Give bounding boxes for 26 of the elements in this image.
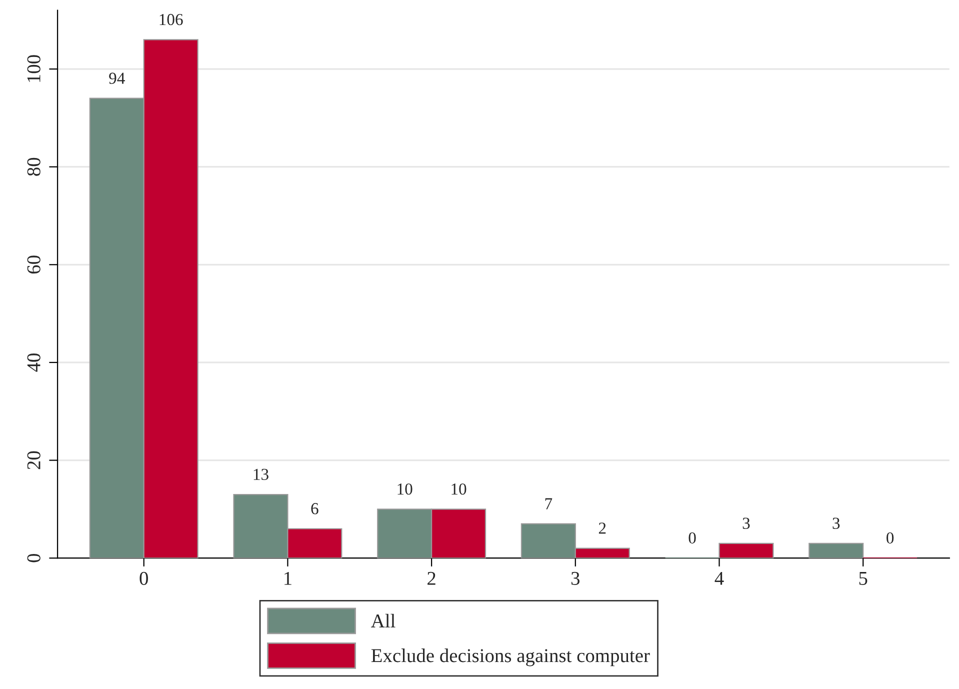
legend-label: Exclude decisions against computer (371, 648, 650, 666)
y-tick-label: 0 (27, 554, 40, 562)
x-tick-label: 4 (714, 572, 724, 585)
y-tick-label: 100 (27, 55, 40, 82)
y-tick-label: 20 (27, 451, 40, 470)
data-label: 3 (742, 518, 750, 529)
data-label: 106 (160, 14, 183, 26)
data-label: 6 (311, 503, 318, 514)
data-label: 7 (545, 498, 552, 510)
data-label: 94 (109, 72, 125, 84)
x-tick-label: 1 (284, 572, 292, 585)
data-label: 0 (886, 532, 894, 544)
data-label: 3 (832, 518, 840, 529)
data-label: 10 (398, 483, 412, 495)
x-tick-label: 0 (140, 572, 148, 585)
x-tick-label: 5 (859, 572, 868, 585)
x-tick-label: 2 (428, 572, 436, 585)
data-label: 2 (598, 522, 606, 534)
legend-label: All (371, 614, 396, 628)
data-label: 13 (254, 468, 268, 480)
y-tick-label: 40 (27, 353, 40, 372)
y-tick-label: 80 (27, 158, 40, 176)
data-label: 10 (452, 483, 466, 495)
x-tick-label: 3 (571, 572, 580, 585)
y-tick-label: 60 (27, 256, 40, 274)
data-label: 0 (688, 532, 696, 544)
